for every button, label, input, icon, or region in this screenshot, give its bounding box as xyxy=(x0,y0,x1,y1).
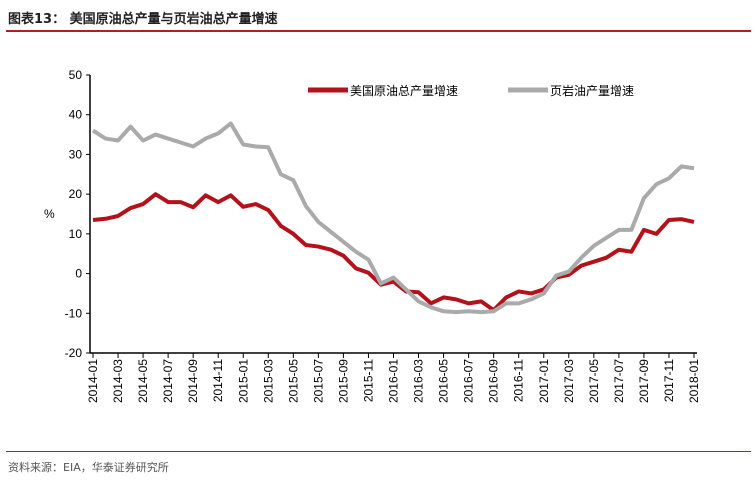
series-line-shale-oil xyxy=(91,121,695,315)
x-tick-label: 2016-09 xyxy=(487,359,501,403)
x-tick-label: 2015-11 xyxy=(361,359,375,402)
x-tick-label: 2016-07 xyxy=(462,359,476,403)
footer-rule xyxy=(6,451,751,452)
x-tick-label: 2016-03 xyxy=(412,359,426,403)
x-tick-label: 2017-03 xyxy=(562,359,576,403)
x-tick-label: 2017-11 xyxy=(662,359,676,402)
x-tick-label: 2015-09 xyxy=(336,359,350,403)
x-tick-label: 2017-05 xyxy=(587,359,601,403)
y-tick-label: 50 xyxy=(69,68,83,82)
x-tick-label: 2016-11 xyxy=(512,359,526,402)
x-tick-label: 2014-05 xyxy=(136,359,150,403)
y-tick-label: -10 xyxy=(65,306,83,320)
x-tick-label: 2018-01 xyxy=(687,359,701,403)
legend-label: 美国原油总产量增速 xyxy=(350,84,458,98)
y-tick-label: 40 xyxy=(69,108,83,122)
y-tick-label: 20 xyxy=(69,187,83,201)
line-chart: 50 40 30 20 10 0 -10 -20% 2014-01 2014-03 2014-05 2… xyxy=(44,68,701,403)
x-tick-label: 2015-07 xyxy=(311,359,325,403)
x-tick-label: 2015-01 xyxy=(236,359,250,403)
x-tick-label: 2014-09 xyxy=(186,359,200,403)
x-tick-label: 2014-01 xyxy=(86,359,100,403)
x-tick-label: 2016-01 xyxy=(387,359,401,403)
x-tick-label: 2017-09 xyxy=(637,359,651,403)
legend-label: 页岩油产量增速 xyxy=(550,83,634,98)
y-tick-label: 30 xyxy=(69,147,83,161)
x-tick-label: 2015-05 xyxy=(286,359,300,403)
x-tick-label: 2014-03 xyxy=(111,359,125,403)
figure-title: 图表13： 美国原油总产量与页岩油总产量增速 xyxy=(8,12,278,27)
series-line-us-crude xyxy=(92,192,695,313)
source-note: 资料来源：EIA，华泰证券研究所 xyxy=(8,461,169,474)
x-tick-label: 2015-03 xyxy=(261,359,275,403)
y-tick-label: 0 xyxy=(75,267,82,281)
y-tick-label: 10 xyxy=(69,227,83,241)
x-tick-label: 2014-07 xyxy=(161,359,175,403)
x-tick-label: 2016-05 xyxy=(437,359,451,403)
x-tick-label: 2017-01 xyxy=(537,359,551,403)
title-rule xyxy=(6,30,751,32)
x-tick-label: 2014-11 xyxy=(211,359,225,402)
y-tick-label: -20 xyxy=(65,346,83,360)
x-tick-label: 2017-07 xyxy=(612,359,626,403)
y-axis-label: % xyxy=(44,207,55,221)
